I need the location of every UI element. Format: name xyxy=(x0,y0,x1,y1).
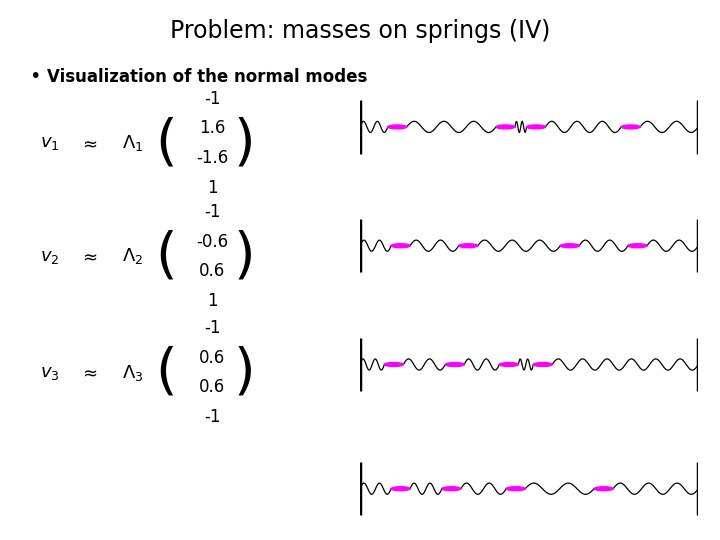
Text: $\Lambda_{1}$: $\Lambda_{1}$ xyxy=(122,133,144,153)
Text: $v_{1}$: $v_{1}$ xyxy=(40,134,59,152)
Circle shape xyxy=(384,362,403,367)
Text: ): ) xyxy=(234,346,256,400)
Text: -0.6: -0.6 xyxy=(197,233,228,251)
Text: Problem: masses on springs (IV): Problem: masses on springs (IV) xyxy=(170,19,550,43)
Text: $\approx$: $\approx$ xyxy=(79,247,98,266)
Text: (: ( xyxy=(155,230,176,284)
Text: 0.6: 0.6 xyxy=(199,379,225,396)
Text: $\approx$: $\approx$ xyxy=(79,134,98,152)
Circle shape xyxy=(391,487,410,491)
Circle shape xyxy=(391,244,410,248)
Text: Visualization of the normal modes: Visualization of the normal modes xyxy=(47,68,367,85)
Text: 1: 1 xyxy=(207,179,217,197)
Text: $\approx$: $\approx$ xyxy=(79,363,98,382)
Circle shape xyxy=(594,487,613,491)
Circle shape xyxy=(445,362,464,367)
Text: -1: -1 xyxy=(204,408,220,426)
Circle shape xyxy=(534,362,552,367)
Text: 0.6: 0.6 xyxy=(199,349,225,367)
Text: ): ) xyxy=(234,230,256,284)
Circle shape xyxy=(459,244,478,248)
Text: 1: 1 xyxy=(207,292,217,310)
Circle shape xyxy=(496,125,515,129)
Circle shape xyxy=(628,244,647,248)
Text: -1: -1 xyxy=(204,319,220,337)
Circle shape xyxy=(560,244,580,248)
Circle shape xyxy=(506,487,525,491)
Text: -1.6: -1.6 xyxy=(197,149,228,167)
Text: $v_{2}$: $v_{2}$ xyxy=(40,247,59,266)
Text: (: ( xyxy=(155,116,176,170)
Text: •: • xyxy=(29,68,40,86)
Text: 1.6: 1.6 xyxy=(199,119,225,137)
Text: (: ( xyxy=(155,346,176,400)
Circle shape xyxy=(526,125,546,129)
Circle shape xyxy=(442,487,461,491)
Text: $\Lambda_{2}$: $\Lambda_{2}$ xyxy=(122,246,143,267)
Text: ): ) xyxy=(234,116,256,170)
Text: $v_{3}$: $v_{3}$ xyxy=(40,363,59,382)
Text: $\Lambda_{3}$: $\Lambda_{3}$ xyxy=(122,362,144,383)
Circle shape xyxy=(500,362,518,367)
Text: -1: -1 xyxy=(204,203,220,221)
Text: -1: -1 xyxy=(204,90,220,107)
Text: 0.6: 0.6 xyxy=(199,262,225,280)
Circle shape xyxy=(388,125,407,129)
Circle shape xyxy=(621,125,640,129)
